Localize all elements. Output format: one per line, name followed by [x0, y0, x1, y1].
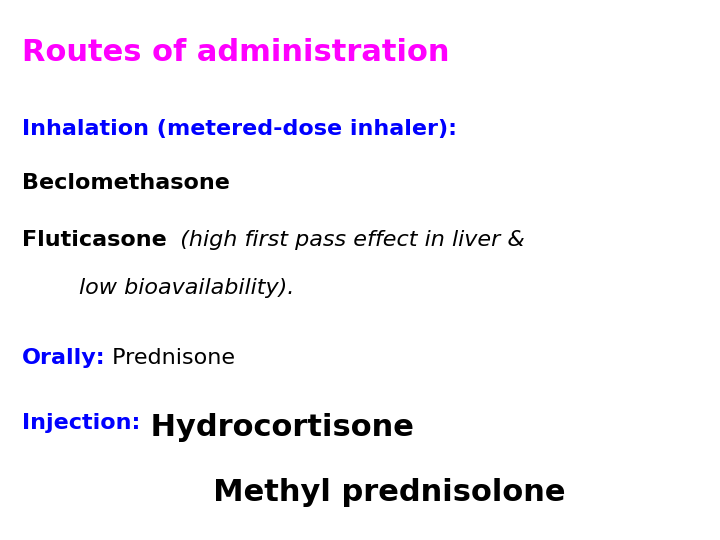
Text: Methyl prednisolone: Methyl prednisolone — [22, 478, 565, 507]
Text: low bioavailability).: low bioavailability). — [22, 278, 294, 298]
Text: Inhalation (metered-dose inhaler):: Inhalation (metered-dose inhaler): — [22, 119, 456, 139]
Text: Hydrocortisone: Hydrocortisone — [140, 413, 414, 442]
Text: Orally:: Orally: — [22, 348, 105, 368]
Text: Injection:: Injection: — [22, 413, 140, 433]
Text: Beclomethasone: Beclomethasone — [22, 173, 230, 193]
Text: Prednisone: Prednisone — [105, 348, 235, 368]
Text: (high first pass effect in liver &: (high first pass effect in liver & — [166, 230, 525, 249]
Text: Routes of administration: Routes of administration — [22, 38, 449, 67]
Text: Fluticasone: Fluticasone — [22, 230, 166, 249]
